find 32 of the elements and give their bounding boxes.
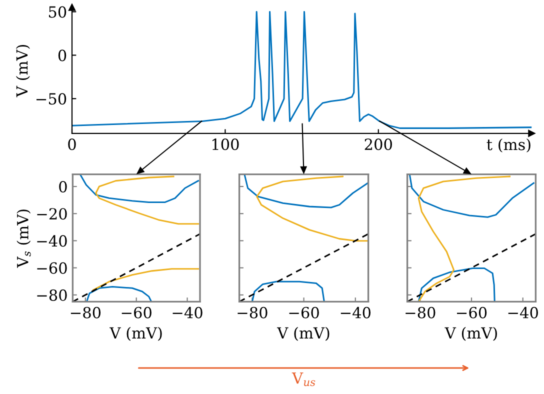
y-tick-label: 0	[59, 180, 67, 193]
line-series	[92, 268, 199, 291]
x-tick-label: 0	[68, 138, 76, 150]
line-series	[95, 176, 199, 225]
x-tick-label: 200	[364, 138, 392, 150]
x-axis-title: V (mV)	[276, 326, 330, 341]
x-axis-title: t (ms)	[486, 138, 530, 152]
y-tick-label: −60	[37, 262, 67, 274]
y-tick-label: −80	[37, 289, 67, 301]
y-tick-label: −20	[37, 208, 67, 220]
y-tick-label: −40	[37, 235, 67, 247]
line-series	[79, 174, 199, 203]
line-series	[86, 286, 152, 302]
x-tick-label: −60	[122, 306, 152, 318]
line-series	[72, 10, 532, 129]
y-tick-label: −50	[36, 93, 66, 105]
x-tick-label: −40	[508, 306, 538, 318]
x-axis-title: V (mV)	[444, 326, 497, 341]
x-tick-label: −40	[172, 306, 202, 318]
x-tick-label: −80	[70, 306, 101, 318]
x-tick-label: −60	[289, 306, 319, 318]
y-tick-label: 50	[48, 6, 66, 18]
text: V$_{us}$	[292, 372, 316, 386]
y-tick-label: 0	[58, 50, 66, 62]
x-tick-label: −60	[456, 306, 487, 318]
x-tick-label: −80	[238, 306, 268, 318]
y-axis-title: V (mV)	[16, 44, 30, 98]
x-tick-label: −80	[406, 306, 436, 318]
y-axis-title: V$_{s}$ (mV)	[16, 210, 31, 268]
x-tick-label: 100	[212, 138, 239, 150]
x-axis-title: V (mV)	[110, 326, 162, 341]
x-tick-label: −40	[340, 306, 371, 318]
